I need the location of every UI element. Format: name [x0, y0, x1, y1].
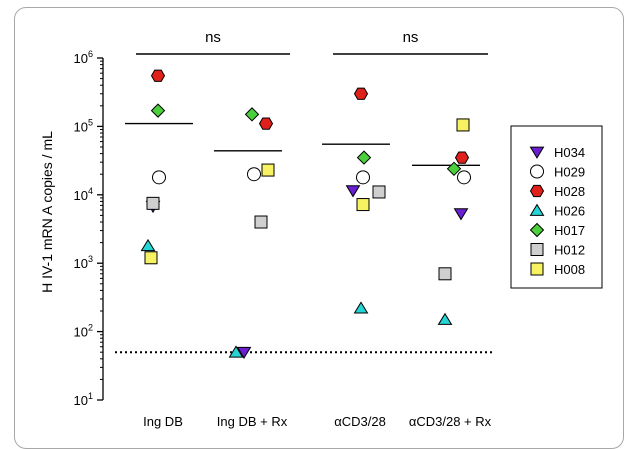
data-point: [254, 215, 268, 229]
data-point: [258, 117, 274, 130]
data-point: [453, 208, 469, 221]
x-category-label: Ing DB: [143, 414, 183, 429]
legend-layer: H034 H029 H028 H026 H017 H012 H008: [510, 125, 603, 289]
legend-marker: [529, 203, 545, 216]
significance-label: ns: [205, 29, 221, 46]
x-category-label: Ing DB + Rx: [217, 414, 288, 429]
legend-marker: [530, 262, 544, 276]
y-tick-label: 102: [74, 323, 93, 340]
y-tick-label: 105: [74, 117, 93, 134]
data-point: [236, 346, 252, 360]
data-point: [446, 161, 462, 177]
y-tick-label: 103: [74, 254, 93, 271]
legend-marker: [529, 222, 545, 238]
legend-label: H008: [554, 262, 585, 277]
data-point: [356, 150, 372, 165]
data-point: [454, 151, 470, 164]
data-point: [345, 185, 361, 198]
chart: 101 102 103 104 105 106 Ing DB Ing DB + Rx αCD3/…: [39, 29, 603, 429]
legend-marker: [529, 184, 545, 198]
data-point: [353, 87, 369, 100]
legend-label: H034: [554, 145, 585, 160]
data-point: [140, 238, 156, 252]
legend-label: H029: [554, 165, 585, 180]
legend-label: H012: [554, 243, 585, 258]
legend-marker: [530, 164, 544, 179]
x-category-label: αCD3/28: [334, 414, 386, 429]
data-point: [261, 163, 275, 177]
y-tick-label: 104: [74, 186, 93, 203]
data-point: [228, 345, 244, 358]
mark-layer: [125, 69, 480, 360]
legend-label: H026: [554, 204, 585, 219]
data-point: [146, 196, 160, 210]
data-point: [152, 170, 166, 185]
legend-label: H017: [554, 223, 585, 238]
legend-marker: [529, 146, 545, 159]
data-point: [150, 103, 166, 118]
y-tick-label: 106: [74, 49, 93, 66]
data-point: [247, 167, 261, 182]
legend-label: H028: [554, 184, 585, 199]
data-point: [456, 118, 470, 132]
data-point: [244, 107, 260, 122]
legend-marker: [530, 243, 544, 256]
data-point: [372, 185, 386, 199]
significance-label: ns: [403, 29, 419, 46]
data-point: [438, 267, 452, 281]
x-category-label: αCD3/28 + Rx: [409, 414, 492, 429]
data-point: [150, 69, 166, 82]
data-point: [353, 301, 369, 314]
y-axis-label: H IV-1 mRN A copies / mL: [39, 131, 55, 293]
axis-layer: 101 102 103 104 105 106 Ing DB Ing DB + Rx αCD3/…: [74, 29, 495, 429]
data-point: [356, 170, 370, 185]
legend-box: [510, 125, 603, 289]
data-point: [437, 312, 453, 325]
data-point: [144, 251, 158, 265]
data-point: [356, 198, 370, 212]
data-point: [457, 170, 471, 185]
y-tick-label: 101: [74, 391, 93, 408]
